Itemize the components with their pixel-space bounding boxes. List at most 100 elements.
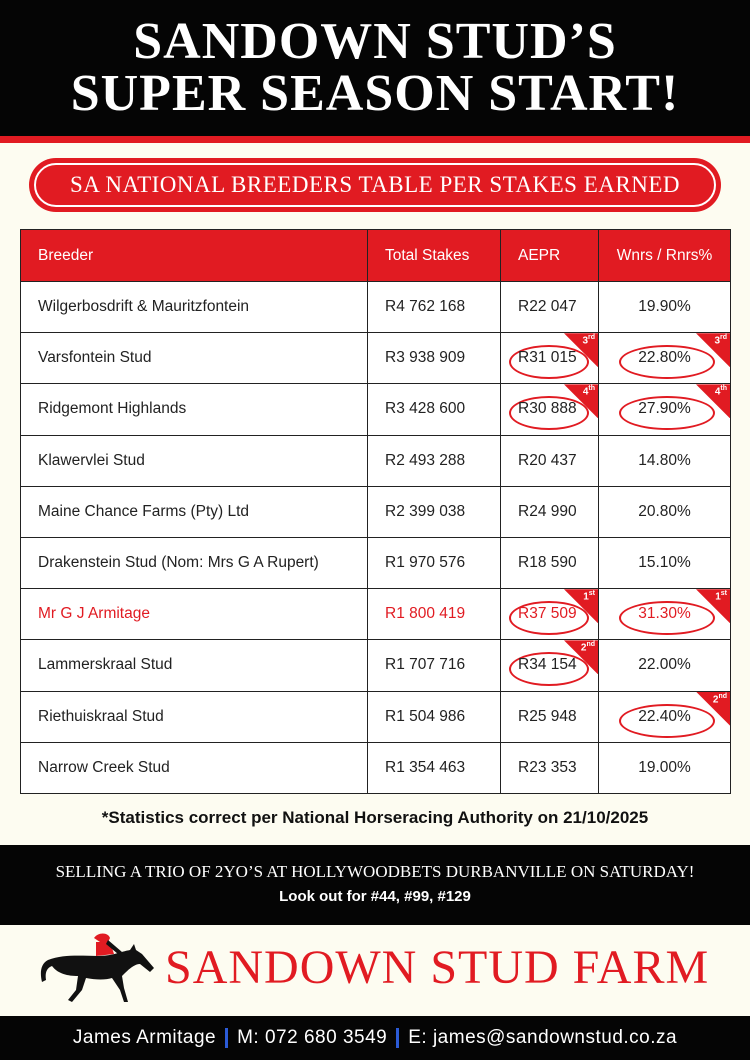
highlight-ring [619, 396, 715, 431]
rank-label: 1st [583, 590, 595, 602]
note: *Statistics correct per National Horsera… [101, 808, 649, 827]
table-cell: R25 948 [501, 691, 599, 743]
promo-text: SELLING A TRIO OF 2YO’S AT HOLLYWOODBETS… [55, 862, 695, 881]
table-cell: Mr G J Armitage [21, 589, 368, 641]
banner-border [34, 163, 716, 207]
table-cell: R1 354 463 [368, 742, 501, 794]
rank-number: 4 [582, 386, 589, 398]
rank-label: 1st [715, 590, 727, 602]
cell-text: 14.80% [638, 451, 691, 469]
rank-label: 4th [715, 385, 727, 397]
rank-label: 3rd [582, 334, 595, 346]
table-cell: R31 015 3rd [501, 333, 599, 385]
table-cell: R22 047 [501, 282, 599, 334]
column-header: Breeder [21, 230, 368, 282]
banner: SA NATIONAL BREEDERS TABLE PER STAKES EA… [30, 159, 720, 211]
highlight-ring [509, 601, 589, 636]
table-cell: 31.30% 1st [599, 589, 730, 641]
table-cell: R34 154 2nd [501, 640, 599, 692]
table-cell: R2 399 038 [368, 486, 501, 538]
cell-text: Lammerskraal Stud [38, 656, 173, 674]
horse-logo [40, 933, 155, 1002]
cell-text: Wilgerbosdrift & Mauritzfontein [38, 298, 250, 316]
banner-text: SA NATIONAL BREEDERS TABLE PER STAKES EA… [70, 172, 680, 197]
cell-text: R1 504 986 [385, 707, 466, 725]
table-cell: R1 707 716 [368, 640, 501, 692]
title: SANDOWN STUD’S [133, 13, 617, 70]
cell-text: R37 509 [518, 605, 577, 623]
table-cell: R30 888 4th [501, 384, 599, 436]
rank-suffix: st [720, 590, 727, 598]
table-cell: 19.00% [599, 743, 730, 794]
cell-text: Ridgemont Highlands [38, 400, 187, 418]
rank-number: 1 [583, 591, 589, 603]
horse [40, 944, 155, 1002]
header-text: Breeder [38, 246, 94, 264]
header-text: Wnrs / Rnrs% [616, 246, 713, 264]
table-cell: 19.90% [599, 282, 730, 334]
cell-text: Drakenstein Stud (Nom: Mrs G A Rupert) [38, 554, 319, 572]
rank-suffix: nd [718, 692, 727, 700]
promo-band [0, 845, 750, 925]
promo-text: Look out for #44, #99, #129 [279, 888, 471, 905]
table-cell: R1 800 419 [368, 589, 501, 641]
title: SUPER SEASON START! [70, 65, 680, 122]
cell-text: Narrow Creek Stud [38, 759, 170, 777]
cell-text: Varsfontein Stud [38, 349, 152, 367]
rank-suffix: th [720, 385, 727, 393]
table-cell: R24 990 [501, 486, 599, 538]
table-cell: 15.10% [599, 538, 730, 590]
column-header: Total Stakes [368, 230, 501, 282]
highlight-ring [619, 703, 715, 738]
table-cell: 20.80% [599, 487, 730, 538]
cell-text: R24 990 [518, 502, 577, 520]
table-cell: 27.90% 4th [599, 384, 730, 436]
table-cell: Wilgerbosdrift & Mauritzfontein [21, 282, 368, 334]
jockey-arm [106, 940, 122, 954]
table-cell: R2 493 288 [368, 435, 501, 487]
cell-text: R22 047 [518, 298, 577, 316]
contact-mobile: M: 072 680 3549 [237, 1027, 388, 1048]
rank-number: 2 [580, 642, 587, 654]
cell-text: 15.10% [638, 554, 691, 572]
table-cell: R3 428 600 [368, 384, 501, 436]
highlight-ring [619, 601, 715, 636]
rank-suffix: rd [720, 334, 727, 342]
rank-number: 3 [714, 335, 720, 347]
rank-number: 4 [714, 386, 721, 398]
breeders-table: Breeder Total Stakes AEPR Wnrs / Rnrs% Wilge… [20, 229, 731, 794]
cell-text: R23 353 [518, 759, 577, 777]
table-cell: R1 970 576 [368, 538, 501, 590]
rank-label: 4th [583, 385, 595, 397]
rank-suffix: th [588, 385, 595, 393]
rank-label: 3rd [714, 334, 727, 346]
rank-suffix: nd [586, 641, 595, 649]
table-cell: R1 504 986 [368, 691, 501, 743]
highlight-ring [509, 652, 589, 687]
jockey-cap [94, 933, 110, 942]
cell-text: 27.90% [638, 400, 691, 418]
cell-text: R2 493 288 [385, 451, 466, 469]
table-cell: Narrow Creek Stud [21, 742, 368, 794]
cell-text: 22.80% [638, 349, 691, 367]
rank-suffix: st [588, 590, 595, 598]
cell-text: R1 800 419 [385, 605, 466, 623]
cell-text: Maine Chance Farms (Pty) Ltd [38, 502, 250, 520]
cell-text: R1 707 716 [385, 656, 466, 674]
cell-text: R4 762 168 [385, 298, 466, 316]
cell-text: R1 970 576 [385, 554, 466, 572]
table-cell: R3 938 909 [368, 333, 501, 385]
cell-text: R3 938 909 [385, 349, 466, 367]
separator [225, 1028, 229, 1048]
rank-label: 2nd [581, 641, 595, 653]
cell-text: 31.30% [638, 605, 691, 623]
table-cell: Riethuiskraal Stud [21, 691, 368, 743]
header-text: AEPR [518, 246, 561, 264]
cell-text: R18 590 [518, 554, 577, 572]
cell-text: R30 888 [518, 400, 577, 418]
table-cell: R20 437 [501, 435, 599, 487]
cell-text: 19.00% [638, 759, 691, 777]
table-cell: 22.00% [599, 640, 730, 692]
cell-text: R25 948 [518, 707, 577, 725]
